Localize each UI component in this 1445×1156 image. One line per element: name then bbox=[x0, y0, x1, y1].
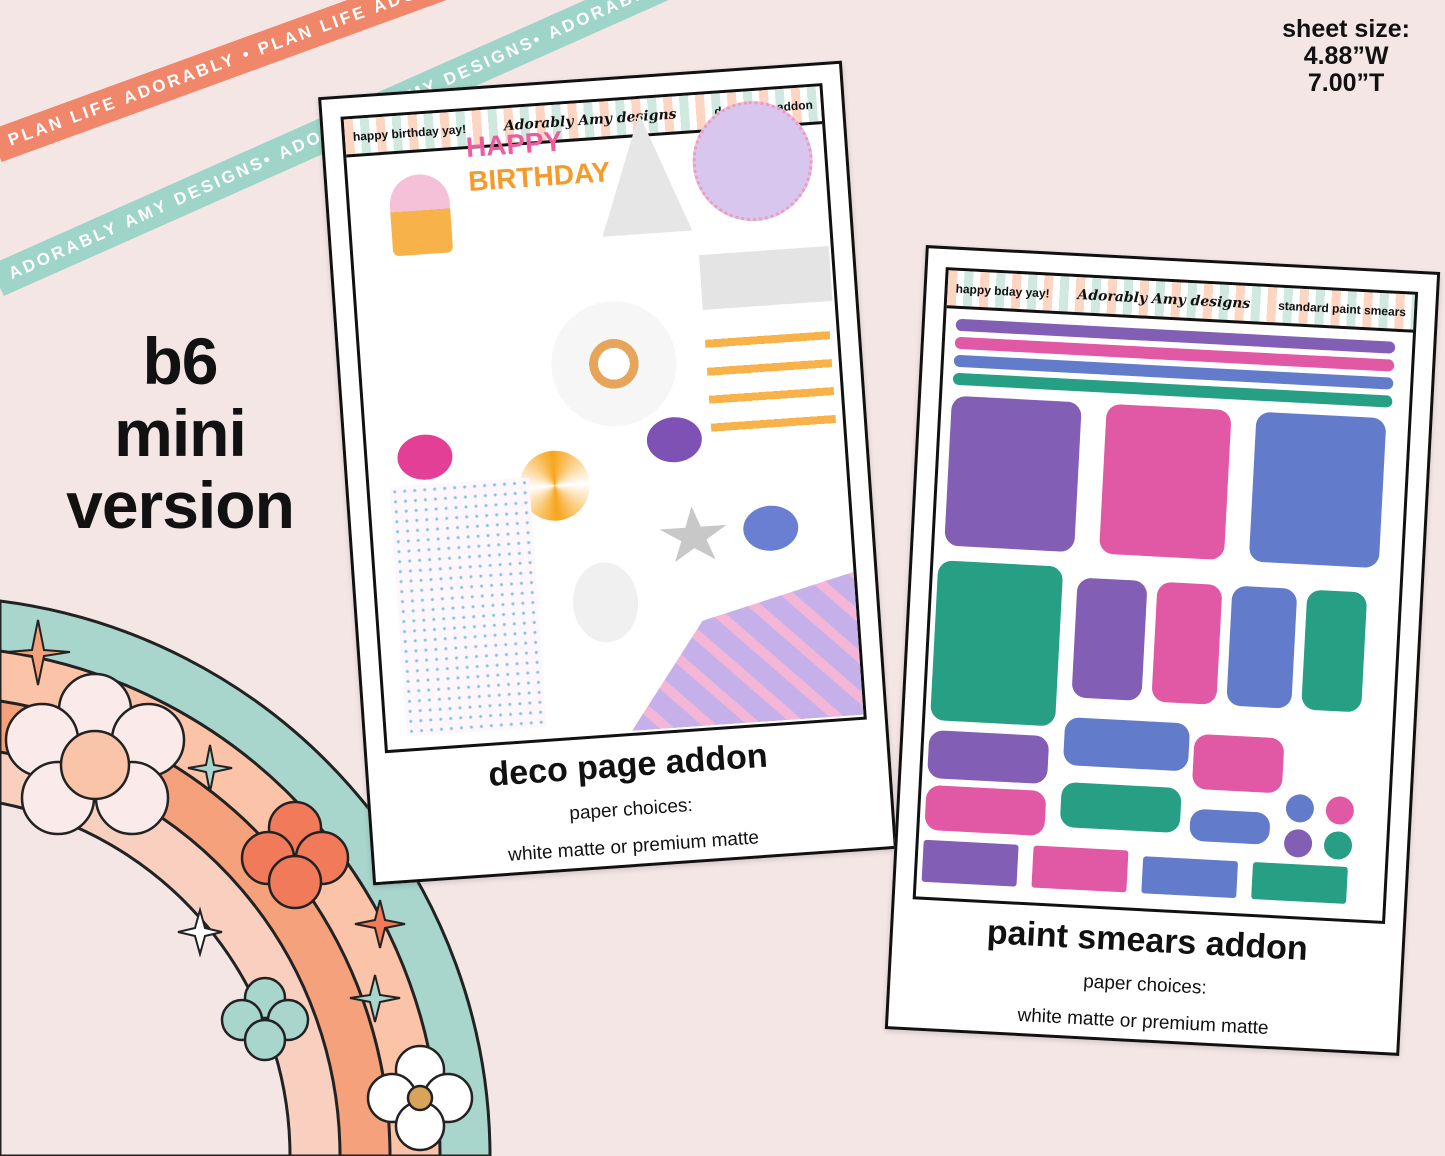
paint-smear bbox=[944, 395, 1082, 553]
paint-smear bbox=[1189, 808, 1271, 845]
sparkle-icon bbox=[349, 974, 401, 1023]
happy-birthday-sticker: HAPPY BIRTHDAY bbox=[465, 121, 611, 199]
ribbon-word: PLAN bbox=[5, 111, 67, 150]
bunting-sticker bbox=[704, 321, 837, 440]
paint-smear bbox=[1059, 781, 1182, 834]
paint-smear bbox=[1251, 862, 1348, 904]
sparkle-icon bbox=[177, 906, 223, 958]
sheet-size-title: sheet size: bbox=[1282, 15, 1410, 43]
star-balloon-sticker bbox=[657, 504, 731, 569]
brand-logo: Adorably Amy designs bbox=[1077, 286, 1251, 312]
ribbon-word: ADORABLY bbox=[5, 217, 122, 284]
cupcake-sticker bbox=[387, 172, 454, 257]
product-caption: paint smears addon paper choices: white … bbox=[888, 908, 1402, 1046]
product-caption: deco page addon paper choices: white mat… bbox=[368, 728, 894, 876]
confetti-paper-sticker bbox=[389, 477, 547, 737]
sheet-size-label: sheet size: 4.88”W 7.00”T bbox=[1282, 16, 1410, 97]
flower-icon bbox=[240, 800, 350, 910]
ribbon-word: • bbox=[239, 43, 255, 65]
balloon-sticker bbox=[570, 560, 641, 645]
ribbon-word: ADORABLY bbox=[545, 0, 662, 43]
paint-smears-product-card: happy bday yay! Adorably Amy designs sta… bbox=[884, 245, 1441, 1056]
paint-dot bbox=[1283, 828, 1313, 859]
sheet-width: 4.88”W bbox=[1303, 42, 1389, 70]
sheet-header-left: happy bday yay! bbox=[955, 281, 1050, 301]
ribbon-word: AMY bbox=[121, 195, 172, 232]
paint-dot bbox=[1323, 830, 1353, 861]
paint-smear bbox=[1301, 589, 1368, 713]
paint-smear bbox=[1248, 411, 1387, 569]
sticker-sheet: happy birthday yay! Adorably Amy designs… bbox=[340, 83, 867, 754]
paint-smear bbox=[1191, 733, 1285, 794]
peony-sticker bbox=[645, 415, 704, 465]
paint-smear bbox=[924, 784, 1047, 837]
paint-smear bbox=[1151, 581, 1223, 705]
version-label: b6 mini version bbox=[60, 325, 300, 541]
ribbon-word: DESIGNS• bbox=[171, 148, 277, 210]
sparkle-icon bbox=[354, 899, 406, 949]
version-line: b6 bbox=[142, 324, 218, 398]
ribbon-word: PLAN bbox=[255, 20, 317, 59]
donut-sticker bbox=[547, 297, 681, 431]
deco-page-product-card: happy birthday yay! Adorably Amy designs… bbox=[318, 60, 897, 886]
gift-sticker bbox=[699, 246, 833, 310]
paint-smear bbox=[1141, 856, 1239, 899]
daisy-icon bbox=[366, 1044, 474, 1152]
paint-smear bbox=[1031, 845, 1129, 893]
sheet-header-right: standard paint smears bbox=[1277, 298, 1407, 319]
rainbow-illustration bbox=[0, 599, 492, 1156]
peony-sticker bbox=[395, 432, 454, 482]
paint-dot bbox=[1325, 795, 1355, 826]
ribbon-word: ADORABLY bbox=[120, 49, 239, 108]
paint-smear bbox=[927, 729, 1050, 785]
version-line: mini bbox=[114, 396, 247, 470]
sheet-header-left: happy birthday yay! bbox=[352, 121, 467, 144]
version-line: version bbox=[66, 468, 295, 542]
sparkle-icon bbox=[187, 744, 233, 793]
sheet-height: 7.00”T bbox=[1307, 69, 1385, 97]
smiley-flower-icon bbox=[4, 672, 186, 836]
paint-smear bbox=[1226, 585, 1298, 709]
paint-smear bbox=[1062, 717, 1191, 772]
flower-icon bbox=[220, 976, 310, 1062]
ribbon-word: ADORABLY bbox=[368, 0, 491, 24]
paint-dot bbox=[1285, 793, 1315, 824]
sticker-sheet: happy bday yay! Adorably Amy designs sta… bbox=[912, 267, 1419, 925]
party-hat-sticker bbox=[594, 110, 693, 237]
paint-smear bbox=[930, 560, 1064, 727]
gift-paper-sticker bbox=[622, 563, 867, 731]
sparkle-icon bbox=[5, 619, 71, 686]
paint-smear bbox=[1098, 403, 1232, 561]
ribbon-word: LIFE bbox=[67, 92, 120, 128]
peony-sticker bbox=[741, 503, 800, 553]
ribbon-word: LIFE bbox=[317, 1, 370, 37]
paint-smear bbox=[921, 839, 1019, 887]
paint-smear bbox=[1071, 577, 1148, 701]
